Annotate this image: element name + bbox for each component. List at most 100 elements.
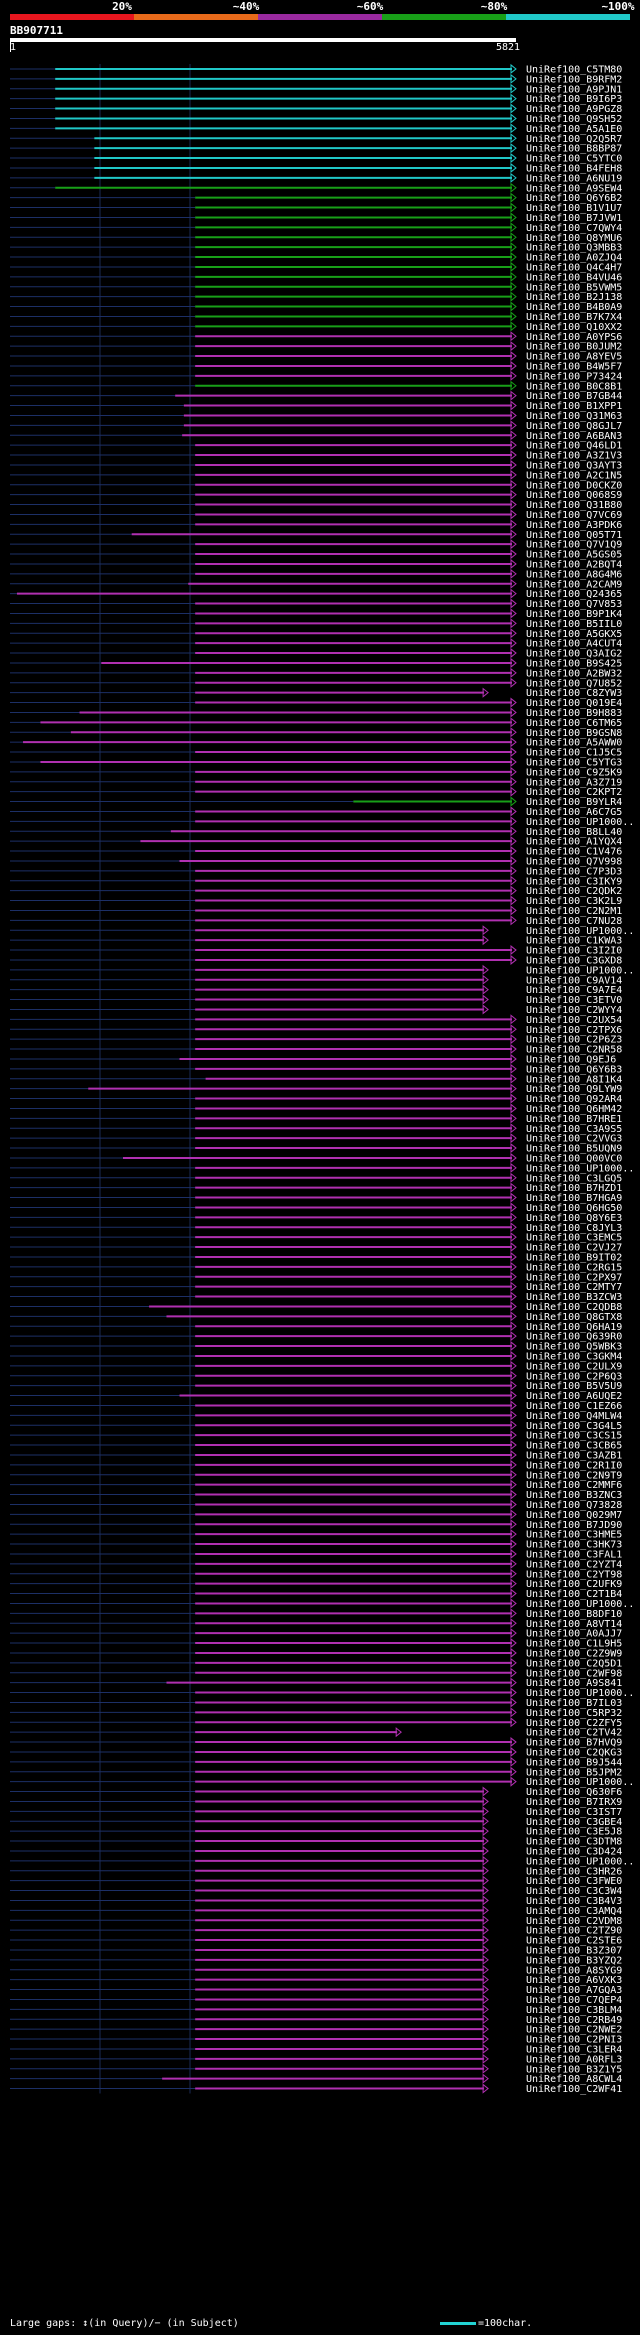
hit-label[interactable]: UniRef100_A5A1E0 (526, 124, 622, 135)
hit-label[interactable]: UniRef100_C2Z9W9 (526, 1648, 622, 1659)
hit-label[interactable]: UniRef100_A6VXK3 (526, 1975, 622, 1986)
hit-label[interactable]: UniRef100_B7IL03 (526, 1698, 622, 1709)
hit-label[interactable]: UniRef100_C7QEP4 (526, 1995, 622, 2006)
hit-label[interactable]: UniRef100_C3I2I0 (526, 946, 622, 957)
hit-label[interactable]: UniRef100_A5GS05 (526, 550, 622, 561)
hit-label[interactable]: UniRef100_C3B4V3 (526, 1896, 622, 1907)
hit-label[interactable]: UniRef100_C2WF98 (526, 1668, 622, 1679)
hit-label[interactable]: UniRef100_Q7V853 (526, 599, 622, 610)
hit-label[interactable]: UniRef100_C7P3D3 (526, 866, 622, 877)
hit-label[interactable]: UniRef100_C2YT98 (526, 1569, 622, 1580)
hit-label[interactable]: UniRef100_Q6HA19 (526, 1322, 622, 1333)
hit-label[interactable]: UniRef100_A6UQE2 (526, 1391, 622, 1402)
hit-label[interactable]: UniRef100_C3GBE4 (526, 1817, 622, 1828)
hit-label[interactable]: UniRef100_B7JVW1 (526, 213, 622, 224)
hit-label[interactable]: UniRef100_B7HVQ9 (526, 1738, 622, 1749)
hit-label[interactable]: UniRef100_Q6HM42 (526, 1104, 622, 1115)
hit-label[interactable]: UniRef100_B4B0A9 (526, 302, 622, 313)
hit-label[interactable]: UniRef100_A7GQA3 (526, 1985, 622, 1996)
hit-label[interactable]: UniRef100_A6C7G5 (526, 807, 622, 818)
hit-label[interactable]: UniRef100_B7IRX9 (526, 1797, 622, 1808)
hit-label[interactable]: UniRef100_C5RP32 (526, 1708, 622, 1719)
hit-label[interactable]: UniRef100_C2RG15 (526, 1262, 622, 1273)
hit-label[interactable]: UniRef100_B4VU46 (526, 272, 622, 283)
hit-label[interactable]: UniRef100_C3D424 (526, 1846, 622, 1857)
hit-label[interactable]: UniRef100_A8VT14 (526, 1619, 622, 1630)
hit-label[interactable]: UniRef100_C3G4L5 (526, 1421, 622, 1432)
hit-label[interactable]: UniRef100_B7GB44 (526, 391, 622, 402)
hit-label[interactable]: UniRef100_C3C3W4 (526, 1886, 622, 1897)
hit-label[interactable]: UniRef100_C2NR58 (526, 1045, 622, 1056)
hit-label[interactable]: UniRef100_C7QWY4 (526, 223, 622, 234)
hit-label[interactable]: UniRef100_Q9EJ6 (526, 1054, 616, 1065)
hit-label[interactable]: UniRef100_Q24365 (526, 589, 622, 600)
hit-label[interactable]: UniRef100_A2BW32 (526, 668, 622, 679)
hit-label[interactable]: UniRef100_A3Z1V3 (526, 451, 622, 462)
hit-label[interactable]: UniRef100_C2NWE2 (526, 2025, 622, 2036)
hit-label[interactable]: UniRef100_A6NU19 (526, 173, 622, 184)
hit-label[interactable]: UniRef100_A3Z719 (526, 777, 622, 788)
hit-label[interactable]: UniRef100_C7NU28 (526, 916, 622, 927)
hit-label[interactable]: UniRef100_Q630F6 (526, 1787, 622, 1798)
hit-label[interactable]: UniRef100_UP1000.. (526, 1856, 634, 1867)
hit-label[interactable]: UniRef100_C2PNI3 (526, 2035, 622, 2046)
hit-label[interactable]: UniRef100_C1V476 (526, 847, 622, 858)
hit-label[interactable]: UniRef100_B5V5U9 (526, 1381, 622, 1392)
hit-label[interactable]: UniRef100_A0YPS6 (526, 332, 622, 343)
hit-label[interactable]: UniRef100_C1L9H5 (526, 1639, 622, 1650)
hit-label[interactable]: UniRef100_B0JUM2 (526, 342, 622, 353)
hit-label[interactable]: UniRef100_C2TV42 (526, 1728, 622, 1739)
hit-label[interactable]: UniRef100_A3PDK6 (526, 520, 622, 531)
hit-label[interactable]: UniRef100_Q639R0 (526, 1332, 622, 1343)
hit-label[interactable]: UniRef100_C2ULX9 (526, 1361, 622, 1372)
hit-label[interactable]: UniRef100_Q3AIG2 (526, 649, 622, 660)
hit-label[interactable]: UniRef100_C2WYY4 (526, 1005, 622, 1016)
hit-label[interactable]: UniRef100_B8LL40 (526, 827, 622, 838)
hit-label[interactable]: UniRef100_C5YTG3 (526, 757, 622, 768)
hit-label[interactable]: UniRef100_C3LGQ5 (526, 1173, 622, 1184)
hit-label[interactable]: UniRef100_C3FAL1 (526, 1549, 622, 1560)
hit-label[interactable]: UniRef100_B5VWM5 (526, 282, 622, 293)
hit-label[interactable]: UniRef100_C3HR26 (526, 1866, 622, 1877)
hit-label[interactable]: UniRef100_P73424 (526, 371, 622, 382)
hit-label[interactable]: UniRef100_C2PX97 (526, 1272, 622, 1283)
hit-label[interactable]: UniRef100_B1XPP1 (526, 401, 622, 412)
hit-label[interactable]: UniRef100_C5YTC0 (526, 154, 622, 165)
hit-label[interactable]: UniRef100_UP1000.. (526, 1599, 634, 1610)
hit-label[interactable]: UniRef100_C5TM80 (526, 64, 622, 75)
hit-label[interactable]: UniRef100_C3ETV0 (526, 995, 622, 1006)
hit-label[interactable]: UniRef100_C2TZ90 (526, 1926, 622, 1937)
hit-label[interactable]: UniRef100_UP1000.. (526, 817, 634, 828)
hit-label[interactable]: UniRef100_C1KWA3 (526, 936, 622, 947)
hit-label[interactable]: UniRef100_C3BLM4 (526, 2005, 622, 2016)
hit-label[interactable]: UniRef100_B9H883 (526, 708, 622, 719)
hit-label[interactable]: UniRef100_A2C1N5 (526, 470, 622, 481)
hit-label[interactable]: UniRef100_Q9SH52 (526, 114, 622, 125)
hit-label[interactable]: UniRef100_A9PJN1 (526, 84, 622, 95)
hit-label[interactable]: UniRef100_Q8GTX8 (526, 1312, 622, 1323)
hit-label[interactable]: UniRef100_C2QDB8 (526, 1302, 622, 1313)
hit-label[interactable]: UniRef100_C2N9T9 (526, 1470, 622, 1481)
hit-label[interactable]: UniRef100_Q7V1Q9 (526, 540, 622, 551)
hit-label[interactable]: UniRef100_A0RFL3 (526, 2054, 622, 2065)
hit-label[interactable]: UniRef100_C2QDK2 (526, 886, 622, 897)
hit-label[interactable]: UniRef100_C2VDM8 (526, 1916, 622, 1927)
hit-label[interactable]: UniRef100_Q019E4 (526, 698, 622, 709)
hit-label[interactable]: UniRef100_Q05T71 (526, 530, 622, 541)
hit-label[interactable]: UniRef100_A0AJJ7 (526, 1629, 622, 1640)
hit-label[interactable]: UniRef100_A6BAN3 (526, 431, 622, 442)
hit-label[interactable]: UniRef100_Q2Q5R7 (526, 134, 622, 145)
hit-label[interactable]: UniRef100_B9P1K4 (526, 609, 622, 620)
hit-label[interactable]: UniRef100_C3K2L9 (526, 896, 622, 907)
hit-label[interactable]: UniRef100_C2MMF6 (526, 1480, 622, 1491)
hit-label[interactable]: UniRef100_C3EMC5 (526, 1233, 622, 1244)
hit-label[interactable]: UniRef100_Q068S9 (526, 490, 622, 501)
hit-label[interactable]: UniRef100_C2Q5D1 (526, 1658, 622, 1669)
hit-label[interactable]: UniRef100_B5IIL0 (526, 619, 622, 630)
hit-label[interactable]: UniRef100_Q7VC69 (526, 510, 622, 521)
hit-label[interactable]: UniRef100_A0ZJQ4 (526, 253, 622, 264)
hit-label[interactable]: UniRef100_C9A7E4 (526, 985, 622, 996)
hit-label[interactable]: UniRef100_C3LER4 (526, 2044, 622, 2055)
hit-label[interactable]: UniRef100_C2P6Z3 (526, 1035, 622, 1046)
hit-label[interactable]: UniRef100_A8YEV5 (526, 352, 622, 363)
